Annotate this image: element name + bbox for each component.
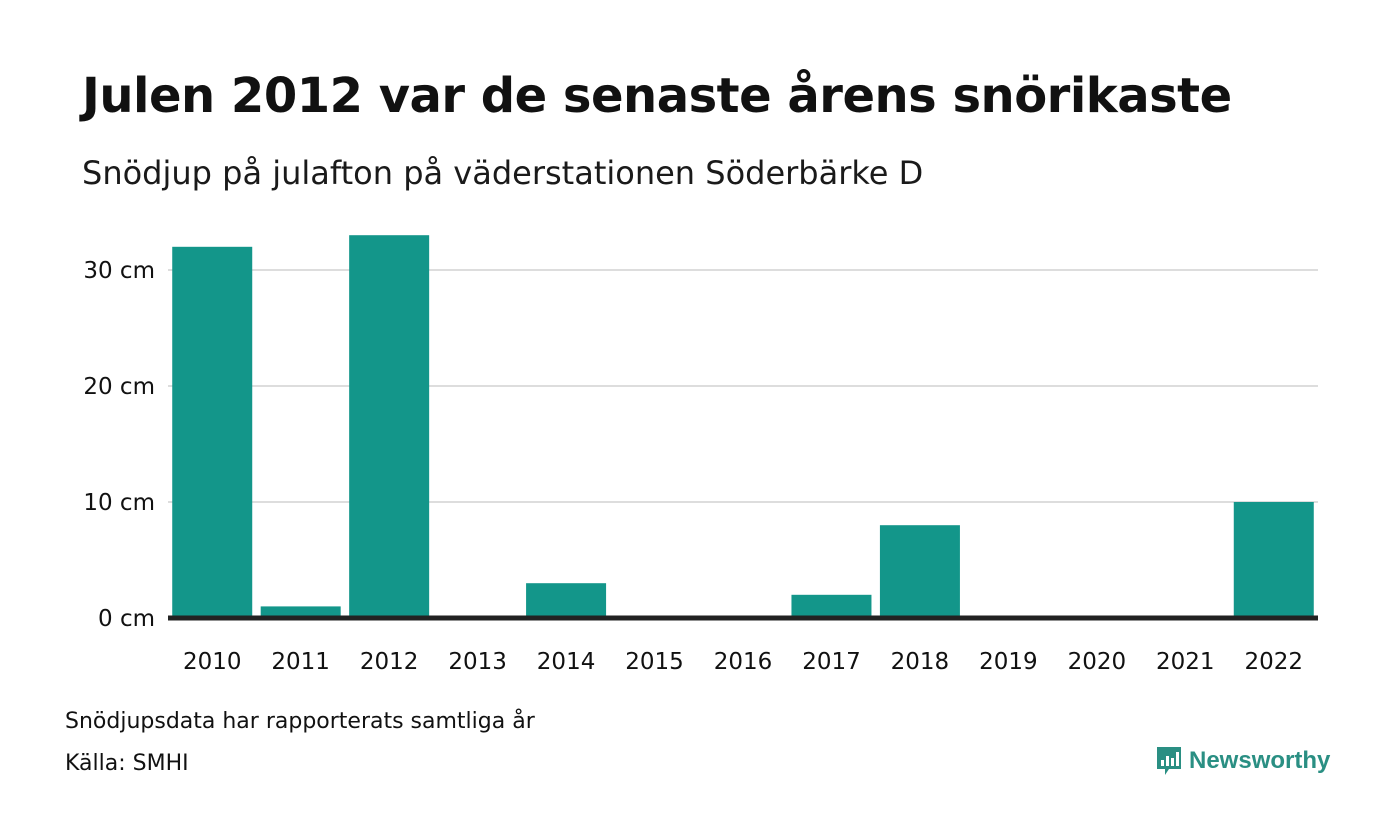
bar (349, 235, 430, 618)
bar-chart: 0 cm 10 cm 20 cm 30 cm 2010 2011 2012 2013 2014 2… (83, 235, 1318, 675)
chart-subtitle: Snödjup på julafton på väderstationen Sö… (82, 154, 924, 192)
x-tick-label: 2018 (891, 649, 950, 675)
x-tick-label: 2017 (802, 649, 861, 675)
x-tick-label: 2012 (360, 649, 419, 675)
brand-name: Newsworthy (1189, 747, 1331, 774)
x-tick-label: 2014 (537, 649, 596, 675)
data-note: Snödjupsdata har rapporterats samtliga å… (65, 709, 535, 734)
x-tick-label: 2013 (448, 649, 507, 675)
x-tick-label: 2010 (183, 649, 242, 675)
y-tick-label: 10 cm (83, 490, 155, 516)
x-tick-label: 2011 (271, 649, 330, 675)
x-tick-label: 2016 (714, 649, 773, 675)
bar (260, 606, 341, 618)
y-tick-label: 30 cm (83, 258, 155, 284)
y-tick-label: 0 cm (98, 606, 155, 632)
x-tick-label: 2022 (1244, 649, 1303, 675)
x-tick-label: 2020 (1068, 649, 1127, 675)
x-tick-label: 2021 (1156, 649, 1215, 675)
x-tick-label: 2015 (625, 649, 684, 675)
bar (879, 525, 960, 618)
x-tick-label: 2019 (979, 649, 1038, 675)
bar (526, 583, 607, 618)
chart-title: Julen 2012 var de senaste årens snörikas… (82, 68, 1232, 124)
bar (791, 594, 872, 618)
source-text: Källa: SMHI (65, 751, 189, 776)
bar-chart-logo-icon (1157, 747, 1181, 775)
bar (172, 246, 253, 619)
bar (1233, 502, 1314, 618)
y-tick-label: 20 cm (83, 374, 155, 400)
brand-logo: Newsworthy (1155, 745, 1330, 777)
